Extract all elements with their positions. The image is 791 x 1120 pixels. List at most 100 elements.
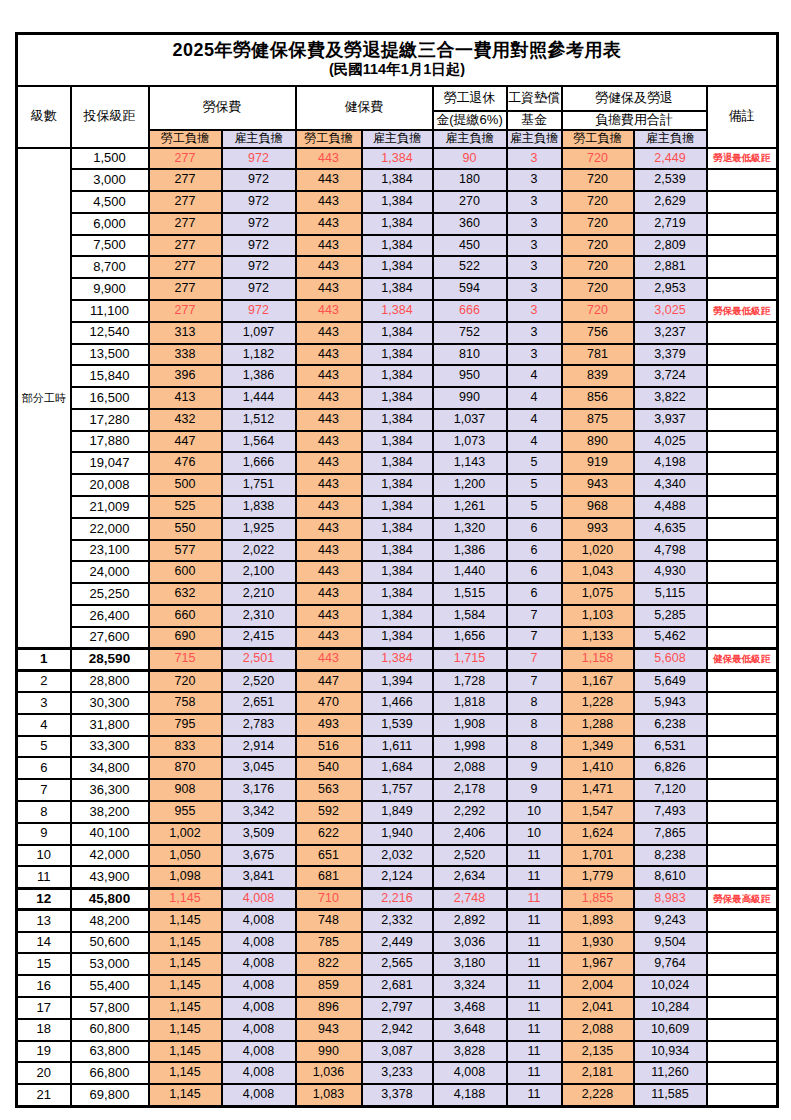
remark-cell	[707, 496, 778, 518]
table-row: 17,2804321,5124431,3841,03748753,937	[17, 409, 778, 431]
fund-employer-fee: 3	[507, 169, 562, 191]
bracket-cell: 55,400	[71, 975, 149, 997]
total-employer-fee: 9,764	[634, 953, 707, 975]
labor-employer-fee: 1,838	[222, 496, 296, 518]
fund-employer-fee: 6	[507, 518, 562, 540]
fund-employer-fee: 11	[507, 1084, 562, 1106]
total-employee-fee: 943	[562, 474, 634, 496]
total-employer-fee: 5,943	[634, 692, 707, 714]
table-row: 24,0006002,1004431,3841,44061,0434,930	[17, 561, 778, 583]
total-employee-fee: 839	[562, 365, 634, 387]
total-employee-fee: 2,228	[562, 1084, 634, 1106]
level-cell: 5	[17, 736, 71, 758]
level-cell: 8	[17, 801, 71, 823]
health-employee-fee: 516	[296, 736, 362, 758]
total-employer-fee: 2,881	[634, 256, 707, 278]
fund-employer-fee: 4	[507, 365, 562, 387]
health-employee-fee: 785	[296, 932, 362, 954]
health-employer-fee: 1,384	[362, 365, 433, 387]
labor-employer-fee: 1,925	[222, 518, 296, 540]
remark-cell	[707, 627, 778, 649]
total-employee-fee: 756	[562, 322, 634, 344]
health-employee-fee: 443	[296, 496, 362, 518]
remark-cell	[707, 583, 778, 605]
total-employee-fee: 720	[562, 300, 634, 322]
total-employee-fee: 1,855	[562, 888, 634, 910]
total-employer-fee: 7,865	[634, 823, 707, 845]
labor-employee-fee: 1,145	[149, 975, 222, 997]
fund-employer-fee: 9	[507, 757, 562, 779]
fund-employer-fee: 11	[507, 888, 562, 910]
level-cell: 6	[17, 757, 71, 779]
table-row: 13,5003381,1824431,38481037813,379	[17, 344, 778, 366]
total-employer-fee: 2,539	[634, 169, 707, 191]
labor-employer-fee: 3,045	[222, 757, 296, 779]
labor-employee-fee: 1,145	[149, 1062, 222, 1084]
table-row: 2066,8001,1454,0081,0363,2334,008112,181…	[17, 1062, 778, 1084]
labor-employee-fee: 432	[149, 409, 222, 431]
bracket-cell: 13,500	[71, 344, 149, 366]
remark-cell	[707, 910, 778, 932]
total-employee-fee: 1,349	[562, 736, 634, 758]
total-employee-fee: 1,043	[562, 561, 634, 583]
health-employee-fee: 443	[296, 169, 362, 191]
table-row: 838,2009553,3425921,8492,292101,5477,493	[17, 801, 778, 823]
labor-employer-fee: 972	[222, 300, 296, 322]
total-employee-fee: 1,547	[562, 801, 634, 823]
total-employer-fee: 11,260	[634, 1062, 707, 1084]
labor-employee-fee: 1,145	[149, 997, 222, 1019]
total-employee-fee: 2,041	[562, 997, 634, 1019]
table-row: 1450,6001,1454,0087852,4493,036111,9309,…	[17, 932, 778, 954]
health-employee-fee: 748	[296, 910, 362, 932]
remark-cell	[707, 845, 778, 867]
labor-employer-fee: 1,666	[222, 452, 296, 474]
labor-employee-fee: 277	[149, 169, 222, 191]
table-row: 1963,8001,1454,0089903,0873,828112,13510…	[17, 1041, 778, 1063]
table-row: 1143,9001,0983,8416812,1242,634111,7798,…	[17, 866, 778, 888]
labor-employer-fee: 1,512	[222, 409, 296, 431]
health-employee-fee: 896	[296, 997, 362, 1019]
labor-employee-fee: 955	[149, 801, 222, 823]
health-employer-fee: 1,849	[362, 801, 433, 823]
health-employee-fee: 822	[296, 953, 362, 975]
pension-employer-fee: 2,406	[433, 823, 507, 845]
bracket-cell: 57,800	[71, 997, 149, 1019]
pension-employer-fee: 270	[433, 191, 507, 213]
labor-employee-fee: 758	[149, 692, 222, 714]
labor-employer-fee: 1,182	[222, 344, 296, 366]
total-employer-fee: 4,635	[634, 518, 707, 540]
pension-employer-fee: 1,908	[433, 714, 507, 736]
remark-cell	[707, 540, 778, 562]
pension-employer-fee: 810	[433, 344, 507, 366]
fund-employer-fee: 5	[507, 452, 562, 474]
bracket-cell: 17,280	[71, 409, 149, 431]
total-employee-fee: 1,701	[562, 845, 634, 867]
health-employee-fee: 443	[296, 365, 362, 387]
pension-employer-fee: 752	[433, 322, 507, 344]
pension-employer-fee: 1,143	[433, 452, 507, 474]
labor-employer-fee: 972	[222, 191, 296, 213]
labor-employee-fee: 1,002	[149, 823, 222, 845]
pension-employer-fee: 2,748	[433, 888, 507, 910]
total-employee-fee: 993	[562, 518, 634, 540]
health-employee-fee: 443	[296, 387, 362, 409]
total-employer-fee: 10,024	[634, 975, 707, 997]
labor-employee-fee: 660	[149, 605, 222, 627]
labor-employee-fee: 447	[149, 431, 222, 453]
bracket-cell: 27,600	[71, 627, 149, 649]
bracket-cell: 24,000	[71, 561, 149, 583]
health-employee-fee: 443	[296, 648, 362, 670]
col-header-health-insurance: 健保費	[296, 86, 433, 130]
total-employer-fee: 4,198	[634, 452, 707, 474]
labor-employer-fee: 2,783	[222, 714, 296, 736]
pension-employer-fee: 1,320	[433, 518, 507, 540]
table-row: 23,1005772,0224431,3841,38661,0204,798	[17, 540, 778, 562]
labor-employee-fee: 396	[149, 365, 222, 387]
total-employee-fee: 2,004	[562, 975, 634, 997]
health-employer-fee: 1,384	[362, 322, 433, 344]
remark-cell	[707, 235, 778, 257]
bracket-cell: 42,000	[71, 845, 149, 867]
table-row: 330,3007582,6514701,4661,81881,2285,943	[17, 692, 778, 714]
level-cell: 9	[17, 823, 71, 845]
remark-cell	[707, 605, 778, 627]
